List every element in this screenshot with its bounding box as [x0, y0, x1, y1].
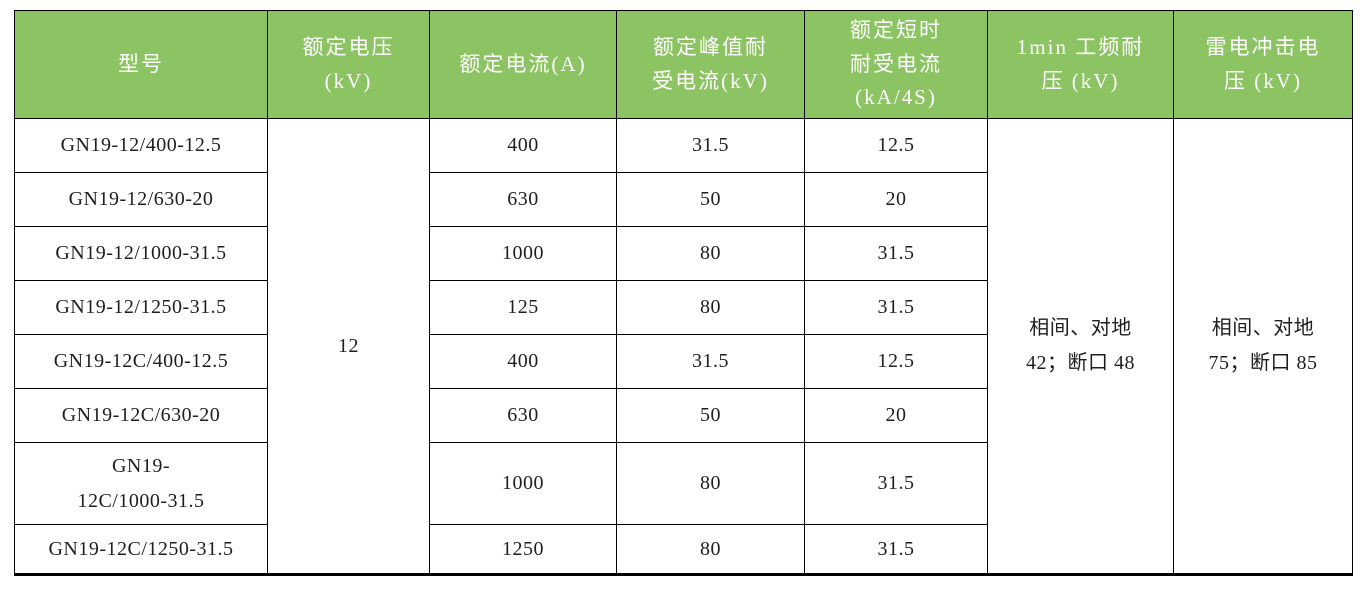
rated-current-cell: 630 — [429, 172, 617, 227]
peak-current-cell: 50 — [616, 388, 805, 443]
table-row: GN19-12C/1250-31.5 1250 80 31.5 — [14, 524, 1353, 575]
peak-current-cell: 80 — [616, 280, 805, 335]
lightning-impulse-merged-cell: 相间、对地 75；断口 85 — [1173, 118, 1353, 575]
table-row: GN19- 12C/1000-31.5 1000 80 31.5 — [14, 442, 1353, 525]
short-time-current-cell: 20 — [804, 172, 988, 227]
short-time-current-cell: 12.5 — [804, 118, 988, 173]
header-row: 型号 额定电压 (kV) 额定电流(A) 额定峰值耐 受电流(kV) 额定短时 … — [14, 10, 1353, 119]
rated-voltage-merged-cell: 12 — [267, 118, 430, 575]
peak-current-cell: 80 — [616, 442, 805, 525]
model-cell: GN19-12/1250-31.5 — [14, 280, 268, 335]
model-cell: GN19-12C/1250-31.5 — [14, 524, 268, 575]
short-time-current-cell: 20 — [804, 388, 988, 443]
short-time-current-cell: 31.5 — [804, 280, 988, 335]
peak-current-cell: 80 — [616, 524, 805, 575]
table-row: GN19-12C/630-20 630 50 20 — [14, 388, 1353, 443]
rated-current-cell: 400 — [429, 334, 617, 389]
peak-current-cell: 50 — [616, 172, 805, 227]
peak-current-cell: 31.5 — [616, 118, 805, 173]
peak-current-cell: 31.5 — [616, 334, 805, 389]
table-row: GN19-12/400-12.5 12 400 31.5 12.5 相间、对地 … — [14, 118, 1353, 575]
table-row: GN19-12/1000-31.5 1000 80 31.5 — [14, 226, 1353, 281]
column-header-rated-voltage: 额定电压 (kV) — [267, 10, 430, 119]
model-cell: GN19-12/400-12.5 — [14, 118, 268, 173]
spec-table: 型号 额定电压 (kV) 额定电流(A) 额定峰值耐 受电流(kV) 额定短时 … — [14, 10, 1353, 576]
rated-current-cell: 400 — [429, 118, 617, 173]
table-row: GN19-12/1250-31.5 125 80 31.5 — [14, 280, 1353, 335]
column-header-model: 型号 — [14, 10, 268, 119]
peak-current-cell: 80 — [616, 226, 805, 281]
short-time-current-cell: 31.5 — [804, 226, 988, 281]
column-header-lightning-impulse: 雷电冲击电 压 (kV) — [1173, 10, 1353, 119]
short-time-current-cell: 12.5 — [804, 334, 988, 389]
rated-current-cell: 1000 — [429, 442, 617, 525]
column-header-power-frequency-withstand: 1min 工频耐 压 (kV) — [987, 10, 1174, 119]
short-time-current-cell: 31.5 — [804, 442, 988, 525]
model-cell: GN19-12/630-20 — [14, 172, 268, 227]
table-row: GN19-12C/400-12.5 400 31.5 12.5 — [14, 334, 1353, 389]
column-header-short-time-withstand-current: 额定短时 耐受电流 (kA/4S) — [804, 10, 988, 119]
rated-current-cell: 1000 — [429, 226, 617, 281]
column-header-rated-current: 额定电流(A) — [429, 10, 617, 119]
power-frequency-merged-cell: 相间、对地 42；断口 48 — [987, 118, 1174, 575]
model-cell: GN19-12C/630-20 — [14, 388, 268, 443]
model-cell: GN19-12C/400-12.5 — [14, 334, 268, 389]
table-row: GN19-12/630-20 630 50 20 — [14, 172, 1353, 227]
model-cell: GN19-12/1000-31.5 — [14, 226, 268, 281]
rated-current-cell: 125 — [429, 280, 617, 335]
rated-current-cell: 630 — [429, 388, 617, 443]
rated-current-cell: 1250 — [429, 524, 617, 575]
short-time-current-cell: 31.5 — [804, 524, 988, 575]
model-cell: GN19- 12C/1000-31.5 — [14, 442, 268, 525]
column-header-peak-withstand-current: 额定峰值耐 受电流(kV) — [616, 10, 805, 119]
page-body: 型号 额定电压 (kV) 额定电流(A) 额定峰值耐 受电流(kV) 额定短时 … — [14, 10, 1353, 576]
